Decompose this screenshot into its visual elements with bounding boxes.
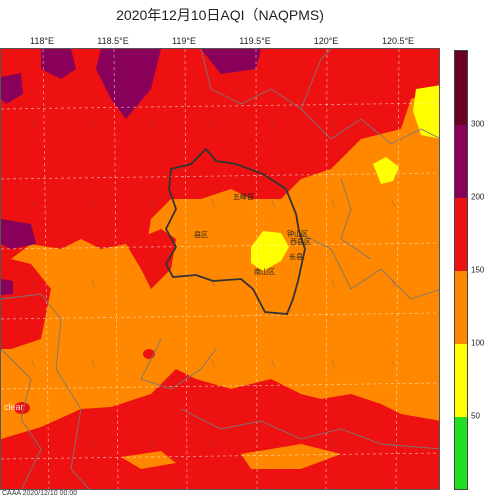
colorbar-tick-label: 150 (471, 265, 485, 275)
city-label: 五峰县 (233, 192, 254, 201)
aqi-map[interactable]: 五峰县 县区 钟山区 西县区 长县 南山区 (0, 48, 440, 490)
lon-tick-label: 119.5°E (239, 36, 271, 46)
aqi-zone-purple (1, 219, 36, 249)
colorbar-seg-good (455, 417, 467, 489)
aqi-zone-purple (1, 279, 13, 295)
colorbar-tick-label: 50 (471, 411, 480, 421)
lon-tick-label: 120.5°E (381, 36, 415, 46)
aqi-zone-yellow (413, 85, 439, 139)
colorbar-seg-moderate (455, 344, 467, 417)
aqi-zone-red-dot (14, 402, 30, 414)
aqi-colorbar (454, 50, 468, 490)
aqi-zone-purple (201, 49, 261, 74)
lon-tick-label: 119°E (172, 36, 196, 46)
colorbar-tick-label: 300 (471, 119, 485, 129)
colorbar-tick-label: 200 (471, 192, 485, 202)
aqi-zone-red-tongue (126, 229, 176, 289)
admin-boundaries (1, 49, 439, 489)
lon-tick-label: 118°E (30, 36, 54, 46)
city-label: 县区 (194, 231, 208, 239)
aqi-zone-red-north (1, 49, 439, 259)
map-footer: CAAA 2020/12/10 00:00 (2, 490, 78, 497)
aqi-map-canvas: 五峰县 县区 钟山区 西县区 长县 南山区 (1, 49, 439, 489)
wind-barbs (30, 118, 396, 448)
city-label: 钟山区 (287, 229, 308, 238)
map-title: 2020年12月10日AQI（NAQPMS) (116, 7, 324, 23)
colorbar-seg-very-unhealthy (455, 125, 467, 198)
aqi-zone-purple (96, 49, 161, 119)
aqi-zone-purple (41, 49, 76, 79)
lat-lon-grid (1, 49, 439, 489)
lon-tick-label: 120°E (313, 36, 339, 46)
colorbar-seg-usg (455, 271, 467, 344)
city-label: 长县 (289, 252, 303, 261)
aqi-zone-yellow (251, 231, 289, 271)
colorbar-seg-unhealthy (455, 198, 467, 271)
city-boundary (164, 147, 306, 315)
colorbar-tick-label: 100 (471, 338, 485, 348)
aqi-zone-orange-lens (121, 451, 176, 469)
aqi-zone-red-west (1, 254, 51, 349)
city-label: 南山区 (254, 267, 275, 276)
colorbar-seg-hazardous (455, 51, 467, 125)
city-label: 西县区 (290, 238, 311, 246)
watermark-logo: clear (4, 402, 24, 412)
lon-tick-label: 118.5°E (97, 36, 129, 46)
aqi-zone-purple (1, 73, 23, 104)
aqi-zone-orange-lens (241, 444, 341, 469)
aqi-zone-yellow (373, 157, 399, 184)
